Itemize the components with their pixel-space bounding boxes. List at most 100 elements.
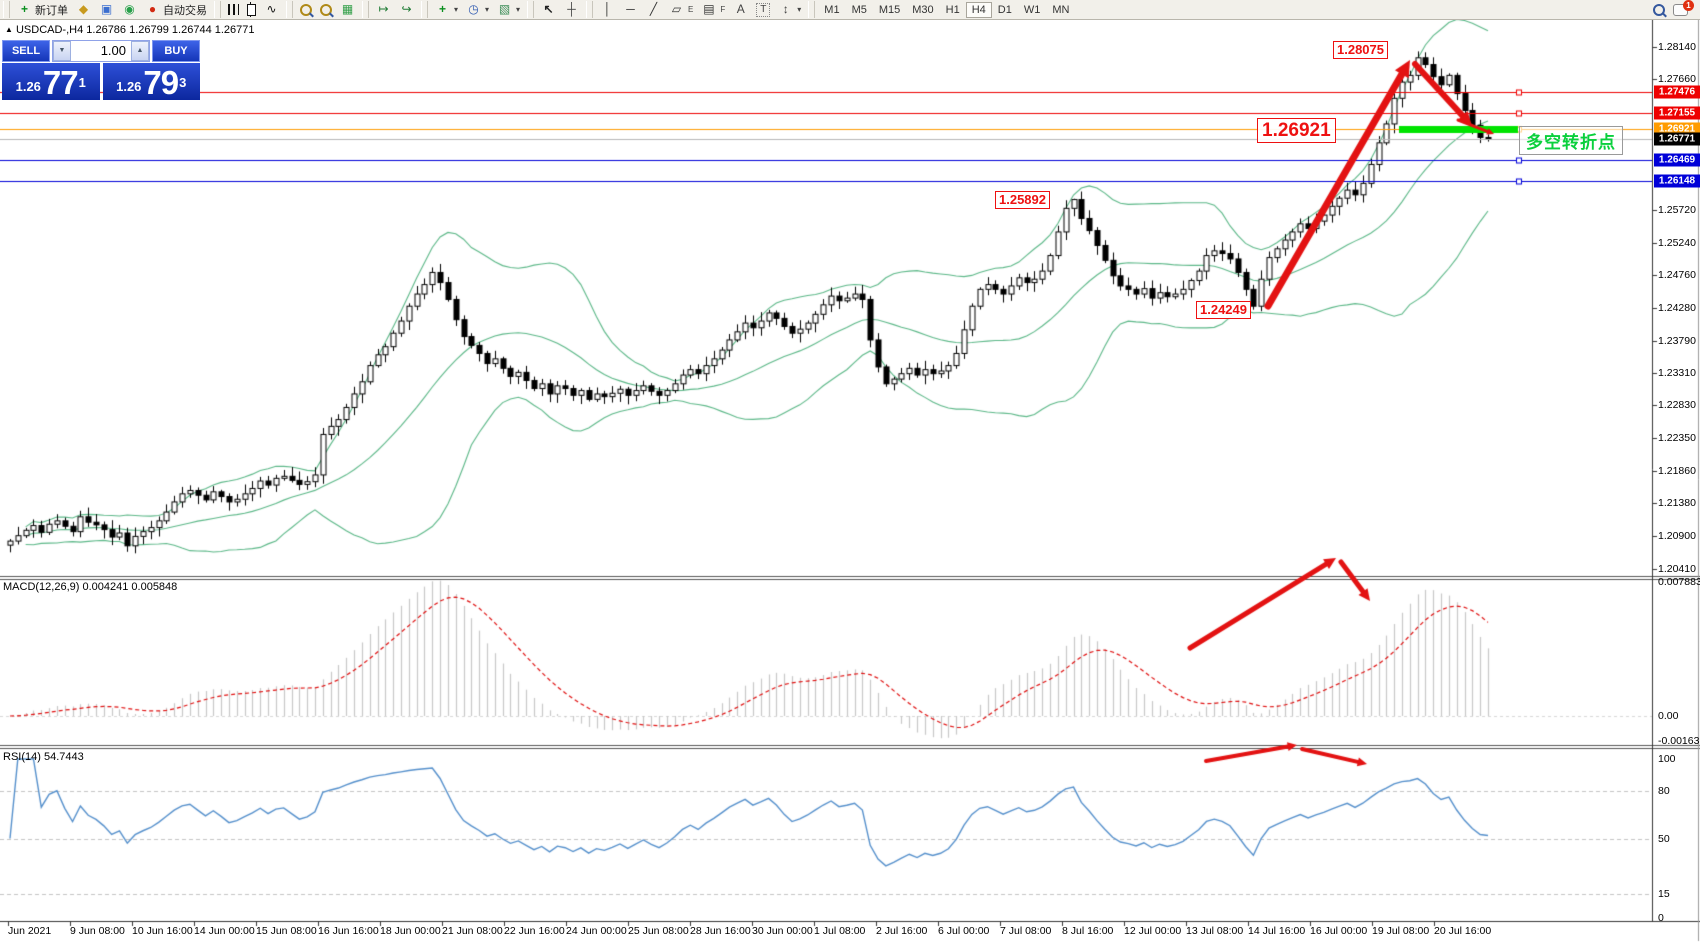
price-axis-label: 1.21380	[1658, 497, 1696, 510]
new-order-label: 新订单	[35, 4, 68, 17]
date-axis-label: 12 Jul 00:00	[1124, 925, 1182, 937]
timeframe-m30[interactable]: M30	[912, 3, 934, 16]
market-watch-button[interactable]: ▣	[95, 1, 118, 18]
toolbar-separator	[808, 1, 816, 18]
chart-shift-icon: ↦	[378, 2, 389, 16]
timeframe-h1[interactable]: H1	[945, 3, 960, 16]
chart-shift-button[interactable]: ↦	[372, 1, 395, 18]
timeframe-m15[interactable]: M15	[878, 3, 901, 16]
tile-windows-button[interactable]: ▦	[336, 1, 359, 18]
macd-indicator-label: MACD(12,26,9) 0.004241 0.005848	[3, 581, 178, 593]
line-chart-icon: ∿	[266, 2, 277, 16]
one-click-trading-panel: SELL ▼ 1.00 ▲ BUY 1.26 77 1 1.26 79 3	[2, 40, 200, 100]
timeframe-mn[interactable]: MN	[1052, 3, 1070, 16]
price-axis-label: 1.22830	[1658, 399, 1696, 412]
price-badge: 1.27155	[1654, 106, 1700, 120]
buy-price-big: 79	[143, 64, 179, 101]
price-axis-label: 1.20410	[1658, 562, 1696, 575]
date-axis-label: 10 Jun 16:00	[132, 925, 193, 937]
timeframe-m1[interactable]: M1	[824, 3, 840, 16]
timeframe-m5[interactable]: M5	[851, 3, 867, 16]
horizontal-line-icon: ─	[626, 2, 635, 16]
text-tool[interactable]: A	[729, 1, 752, 18]
date-axis-label: 25 Jun 08:00	[628, 925, 689, 937]
date-axis-label: 24 Jun 00:00	[566, 925, 627, 937]
timeframe-h4[interactable]: H4	[965, 1, 992, 18]
date-axis-label: 8 Jul 16:00	[1062, 925, 1114, 937]
indicators-icon: +	[438, 2, 446, 16]
date-axis-label: 28 Jun 16:00	[690, 925, 751, 937]
zoom-out-icon	[320, 3, 332, 16]
price-callout[interactable]: 1.25892	[995, 191, 1050, 209]
new-order-button[interactable]: + 新订单	[13, 1, 72, 18]
trendline-icon: ╱	[649, 2, 658, 16]
toolbar-separator	[362, 1, 369, 18]
line-chart-button[interactable]: ∿	[260, 1, 283, 18]
buy-price-display[interactable]: 1.26 79 3	[102, 63, 200, 101]
timeframe-d1[interactable]: D1	[997, 3, 1012, 16]
date-axis-label: 14 Jun 00:00	[194, 925, 255, 937]
ohlc-values: 1.26786 1.26799 1.26744 1.26771	[86, 24, 255, 36]
price-badge: 1.26469	[1654, 153, 1700, 167]
price-callout[interactable]: 1.26921	[1257, 118, 1336, 143]
chart-eraser-button[interactable]: ◆	[72, 1, 95, 18]
trendline-tool[interactable]: ╱	[642, 1, 665, 18]
date-axis-label: 16 Jun 16:00	[318, 925, 379, 937]
fibonacci-f-label: F	[720, 5, 726, 14]
zoom-in-button[interactable]	[296, 1, 316, 18]
toolbar-separator	[586, 1, 594, 18]
fibonacci-tool[interactable]: ▤ F	[697, 1, 729, 18]
auto-scroll-button[interactable]: ↪	[395, 1, 418, 18]
zoom-out-button[interactable]	[316, 1, 336, 18]
auto-trading-label: 自动交易	[163, 4, 207, 17]
sell-price-display[interactable]: 1.26 77 1	[2, 63, 100, 100]
volume-value[interactable]: 1.00	[71, 41, 131, 61]
arrows-icon: ↕	[782, 2, 789, 16]
volume-decrease-button[interactable]: ▼	[53, 41, 71, 61]
sell-price-pip: 1	[78, 75, 86, 90]
price-axis-label: 1.22350	[1658, 431, 1696, 444]
cursor-tool-button[interactable]: ↖	[537, 1, 560, 18]
date-axis-label: 1 Jul 08:00	[814, 925, 866, 937]
turning-point-note[interactable]: 多空转折点	[1519, 126, 1623, 155]
auto-trading-button[interactable]: ● 自动交易	[141, 1, 211, 18]
price-callout[interactable]: 1.28075	[1333, 41, 1388, 59]
buy-button[interactable]: BUY	[152, 40, 200, 62]
horizontal-line-tool[interactable]: ─	[619, 1, 642, 18]
rsi-axis-label: 100	[1658, 753, 1676, 765]
notifications-button[interactable]: 1	[1669, 0, 1694, 18]
price-axis-label: 1.27660	[1658, 73, 1696, 86]
connection-button[interactable]: ◉	[118, 1, 141, 18]
date-axis-label: 19 Jul 08:00	[1372, 925, 1430, 937]
date-axis-label: 22 Jun 16:00	[504, 925, 565, 937]
bar-chart-button[interactable]	[224, 1, 243, 18]
arrows-tool[interactable]: ↕ ▾	[774, 1, 805, 18]
crosshair-tool-button[interactable]: ┼	[560, 1, 583, 18]
new-order-icon: +	[20, 2, 28, 16]
price-axis-label: 1.24760	[1658, 269, 1696, 282]
vertical-line-tool[interactable]: │	[596, 1, 619, 18]
price-axis-label: 1.23790	[1658, 334, 1696, 347]
rsi-indicator-label: RSI(14) 54.7443	[3, 751, 84, 763]
volume-control: ▼ 1.00 ▲	[52, 40, 150, 62]
fibonacci-icon: ▤	[703, 2, 715, 16]
price-callout[interactable]: 1.24249	[1196, 301, 1251, 319]
vertical-line-icon: │	[603, 2, 612, 16]
templates-button[interactable]: ▧ ▾	[493, 1, 524, 18]
toolbar-separator	[286, 1, 293, 18]
price-axis-label: 1.21860	[1658, 464, 1696, 477]
search-button[interactable]	[1649, 1, 1669, 18]
periods-button[interactable]: ◷ ▾	[462, 1, 493, 18]
candlestick-icon	[247, 1, 256, 17]
text-label-tool[interactable]: T	[752, 1, 774, 18]
macd-axis-label: 0.007883	[1658, 575, 1700, 588]
timeframe-w1[interactable]: W1	[1023, 3, 1041, 16]
volume-increase-button[interactable]: ▲	[131, 41, 149, 61]
indicators-button[interactable]: + ▾	[431, 1, 462, 18]
candlestick-chart-button[interactable]	[243, 1, 260, 18]
sell-button[interactable]: SELL	[2, 40, 50, 62]
date-axis-label: 16 Jul 00:00	[1310, 925, 1368, 937]
channel-tool[interactable]: ▱ E	[665, 1, 697, 18]
macd-axis-label: 0.00	[1658, 710, 1679, 722]
